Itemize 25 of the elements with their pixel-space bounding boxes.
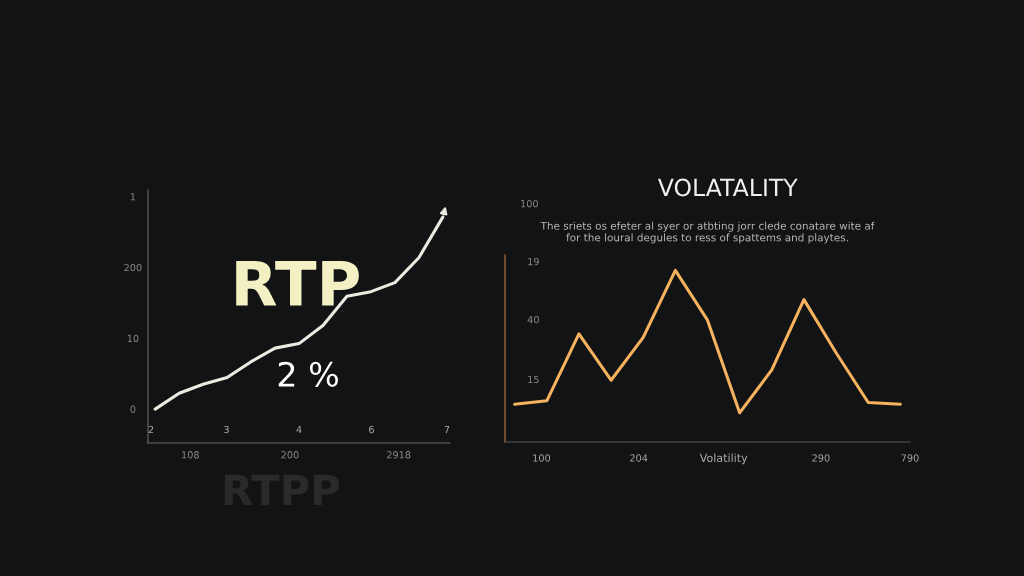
text: 10: [127, 334, 139, 343]
text: 290: [812, 454, 830, 462]
annotation: 7: [444, 425, 450, 434]
annotation: 2 %: [278, 361, 338, 387]
text: 108: [182, 451, 199, 459]
text: 200: [124, 263, 142, 272]
text: 200: [281, 451, 299, 459]
text: 790: [901, 454, 919, 462]
text: 100: [533, 454, 551, 462]
text: 19: [528, 257, 539, 266]
chart-subtitle: The sriets os efeter al syer or atbting jorr clede conatare wite af for the loural degules to ress of spattems and playtes.: [540, 221, 875, 244]
annotation: 2: [148, 425, 154, 434]
text: 1: [130, 193, 136, 201]
text: 100: [521, 199, 538, 208]
annotation: 15: [528, 375, 539, 384]
annotation: 40: [527, 315, 539, 324]
annotation: 6: [369, 425, 374, 434]
annotation: RTP: [236, 260, 359, 306]
text: 2918: [387, 451, 411, 459]
annotation: 3: [224, 425, 229, 434]
text: 0: [130, 405, 136, 413]
x-axis-title: Volatility: [699, 453, 748, 465]
text: 204: [630, 454, 648, 462]
chart-title: VOLATALITY: [657, 178, 798, 197]
annotation: 4: [296, 425, 302, 434]
